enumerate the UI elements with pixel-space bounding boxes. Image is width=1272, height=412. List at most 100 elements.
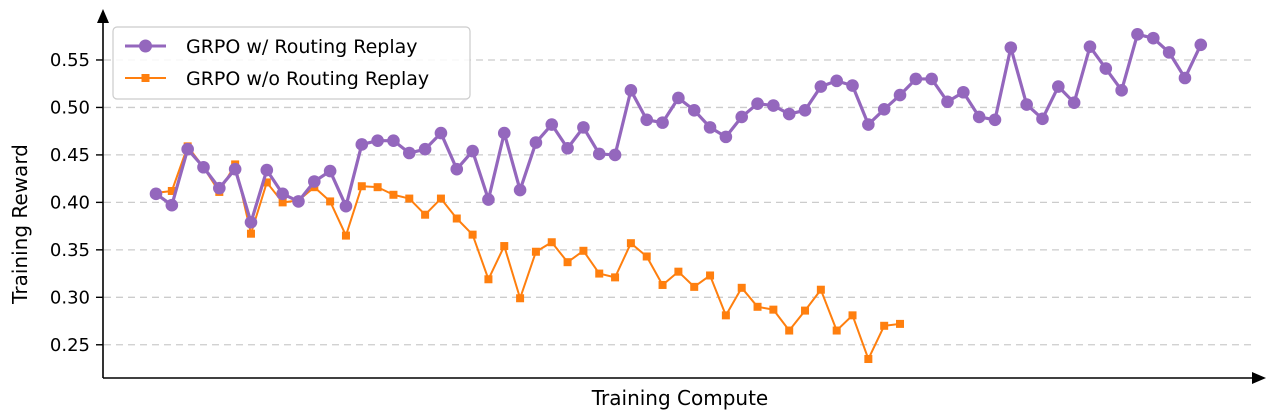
data-point [880, 321, 889, 330]
data-point [323, 164, 337, 178]
data-point [672, 91, 685, 105]
series-layer [149, 28, 1208, 364]
data-point [513, 183, 527, 197]
data-point [450, 162, 464, 176]
data-point [721, 311, 730, 320]
x-axis-title: Training Compute [591, 386, 768, 410]
data-point [690, 282, 699, 291]
data-point [674, 267, 683, 276]
data-point [436, 194, 445, 203]
data-point [260, 163, 274, 177]
data-point [1020, 98, 1033, 111]
data-point [341, 231, 350, 240]
data-point [262, 178, 271, 187]
data-point [405, 194, 414, 203]
data-point [611, 273, 620, 282]
data-point [814, 80, 828, 93]
data-point [830, 74, 843, 88]
data-point [561, 141, 574, 155]
data-point [244, 216, 258, 229]
data-point [735, 110, 749, 124]
data-point [466, 144, 479, 158]
data-point [213, 181, 226, 195]
data-point [1052, 80, 1065, 93]
data-point [862, 118, 875, 131]
data-point [563, 258, 572, 267]
data-point [801, 306, 810, 315]
data-point [1146, 31, 1160, 45]
data-point [531, 247, 540, 256]
data-point [292, 195, 305, 208]
data-point [529, 136, 543, 149]
data-point [767, 99, 780, 112]
data-point [706, 271, 715, 280]
data-point [798, 103, 812, 117]
data-point [418, 142, 432, 156]
data-point [751, 97, 764, 110]
data-point [1178, 71, 1192, 85]
data-point [1067, 96, 1081, 109]
y-axis-title: Training Reward [8, 144, 32, 305]
y-axis-arrow [97, 9, 109, 23]
data-point [355, 138, 369, 151]
data-point [1162, 46, 1176, 59]
data-point [357, 182, 366, 191]
legend-box [112, 26, 471, 100]
data-point [373, 183, 382, 192]
data-point [181, 142, 194, 156]
data-point [687, 103, 701, 117]
y-tick-label: 0.40 [50, 192, 90, 213]
data-point [864, 355, 873, 364]
data-point [468, 230, 477, 239]
y-tick-label: 0.30 [50, 287, 90, 308]
data-point [941, 95, 954, 109]
data-point [753, 302, 762, 311]
data-point [308, 175, 321, 188]
data-point [848, 311, 857, 320]
data-point [1099, 62, 1113, 75]
data-point [592, 147, 606, 161]
legend-label-0: GRPO w/ Routing Replay [186, 36, 418, 58]
data-point [769, 305, 778, 314]
data-point [371, 134, 384, 147]
data-point [421, 210, 430, 219]
data-point [640, 113, 654, 127]
data-point [402, 146, 416, 160]
data-point [1131, 28, 1144, 41]
y-ticks: 0.25 0.30 0.35 0.40 0.45 0.50 0.55 [50, 50, 103, 356]
data-point [1083, 40, 1097, 53]
data-point [719, 130, 733, 144]
data-point [149, 187, 163, 201]
legend: GRPO w/ Routing Replay GRPO w/o Routing … [112, 26, 471, 100]
data-point [579, 246, 588, 255]
data-point [608, 148, 622, 162]
data-point [988, 113, 1002, 127]
data-point [339, 199, 353, 213]
data-point [1004, 41, 1018, 54]
data-point [785, 326, 794, 335]
data-point [846, 79, 859, 92]
data-point [482, 193, 495, 206]
data-point [484, 275, 493, 284]
y-tick-label: 0.50 [50, 97, 90, 118]
legend-marker-0 [139, 39, 152, 53]
series-0 [149, 28, 1208, 229]
data-point [389, 190, 398, 199]
y-tick-label: 0.35 [50, 240, 90, 261]
data-point [326, 197, 335, 206]
data-point [925, 72, 938, 86]
data-point [893, 88, 907, 102]
legend-marker-1 [141, 74, 150, 82]
data-point [909, 72, 923, 86]
data-point [816, 285, 825, 294]
data-point [516, 294, 525, 303]
data-point [957, 85, 970, 99]
data-point [1115, 84, 1128, 97]
legend-label-1: GRPO w/o Routing Replay [186, 68, 429, 90]
data-point [624, 84, 638, 97]
data-point [626, 239, 635, 248]
data-point [452, 214, 461, 223]
data-point [165, 198, 179, 212]
data-point [167, 186, 176, 195]
